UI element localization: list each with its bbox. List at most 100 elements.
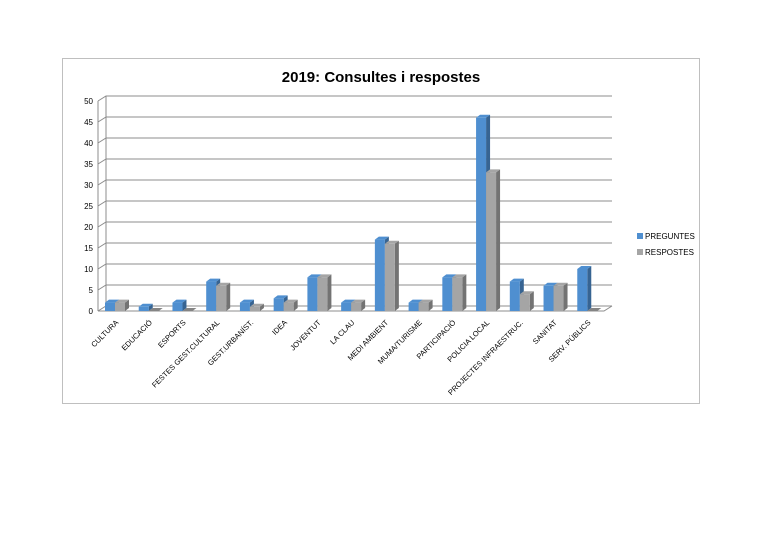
bar-top [442,274,457,278]
bar-top [172,299,187,303]
bar-face [476,117,487,311]
bar-face [351,302,362,311]
bar-top [317,274,332,278]
bar-face [519,294,530,311]
bar-side [148,303,153,311]
bar-respostes-5 [283,299,298,311]
bar-respostes-9 [418,299,433,311]
bar-top [476,114,491,118]
bar-face [138,306,149,311]
bar-top [216,282,231,286]
bar-face [249,306,260,311]
y-tick-label: 50 [84,97,93,106]
bar-face [283,302,294,311]
legend-label: RESPOSTES [645,248,694,257]
x-tick-label: JOVENTUT [288,318,323,353]
bar-face [577,269,588,311]
bar-top [577,266,592,269]
floor-line [98,305,613,312]
bar-face [307,277,318,311]
bar-top [384,240,399,244]
y-tick-label: 20 [84,223,93,232]
legend-item-preguntes: PREGUNTES [637,232,695,241]
bar-face [105,302,115,311]
bar-side [587,266,592,311]
bar-preguntes-2 [172,299,187,311]
bar-face [452,277,463,311]
y-tick-label: 45 [84,118,93,127]
bar-top [408,299,423,303]
gridline [97,137,612,144]
bar-top [418,299,433,303]
bar-face [509,281,520,311]
gridline [97,263,612,270]
x-tick-label: EDUCACIÓ [120,318,154,352]
bar-respostes-14 [587,308,602,311]
chart-frame [62,58,700,404]
legend-label: PREGUNTES [645,232,695,241]
gridline [97,242,612,249]
gridline [97,284,612,291]
bar-side [394,240,399,311]
bar-face [442,277,453,311]
legend-item-respostes: RESPOSTES [637,248,694,257]
bar-face [216,285,227,311]
bar-side [428,299,433,311]
bar-side [182,299,187,311]
y-axis-ticks: 0 5 10 15 20 25 30 35 40 45 50 [84,97,93,316]
bar-zero [148,308,163,311]
bar-respostes-8 [384,240,399,311]
y-tick-label: 35 [84,160,93,169]
y-tick-label: 0 [89,307,94,316]
bar-side [226,282,231,311]
bar-top [105,299,119,303]
legend: PREGUNTES RESPOSTES [637,232,695,257]
chart-title: 2019: Consultes i respostes [282,69,480,86]
bars [105,114,602,311]
bar-respostes-1 [148,308,163,311]
y-tick-label: 25 [84,202,93,211]
x-tick-label: LA CLAU [328,318,356,346]
bar-side [496,169,501,311]
bar-face [553,285,564,311]
x-tick-label: FESTES GEST.CULTURAL [150,318,221,389]
bar-face [374,239,385,311]
bar-side [125,299,129,311]
bar-respostes-3 [216,282,231,311]
bar-zero [587,308,602,311]
y-tick-label: 40 [84,139,93,148]
bar-face [239,302,250,311]
bar-face [418,302,429,311]
bar-respostes-12 [519,291,534,311]
legend-swatch [637,249,643,255]
bar-respostes-4 [249,303,264,311]
bar-top [273,295,288,299]
bar-respostes-0 [115,299,129,311]
x-tick-label: ESPORTS [156,318,188,350]
bar-top [307,274,322,278]
bar-face [341,302,352,311]
bar-top [374,236,389,240]
bar-preguntes-14 [577,266,592,311]
bar-side [327,274,332,311]
bar-top [351,299,366,303]
gridline [97,179,612,186]
bar-side [259,303,264,311]
gridline [97,95,612,102]
bar-top [206,278,221,282]
bar-side [293,299,298,311]
bar-face [486,172,497,311]
gridline [97,200,612,207]
bar-preguntes-1 [138,303,153,311]
bar-face [273,298,284,311]
y-tick-label: 5 [89,286,94,295]
gridline [97,221,612,228]
bar-side [462,274,467,311]
bar-top [115,299,129,303]
bar-top [509,278,524,282]
bar-top [553,282,568,286]
y-tick-label: 10 [84,265,93,274]
bar-side [361,299,366,311]
bar-face [115,302,125,311]
